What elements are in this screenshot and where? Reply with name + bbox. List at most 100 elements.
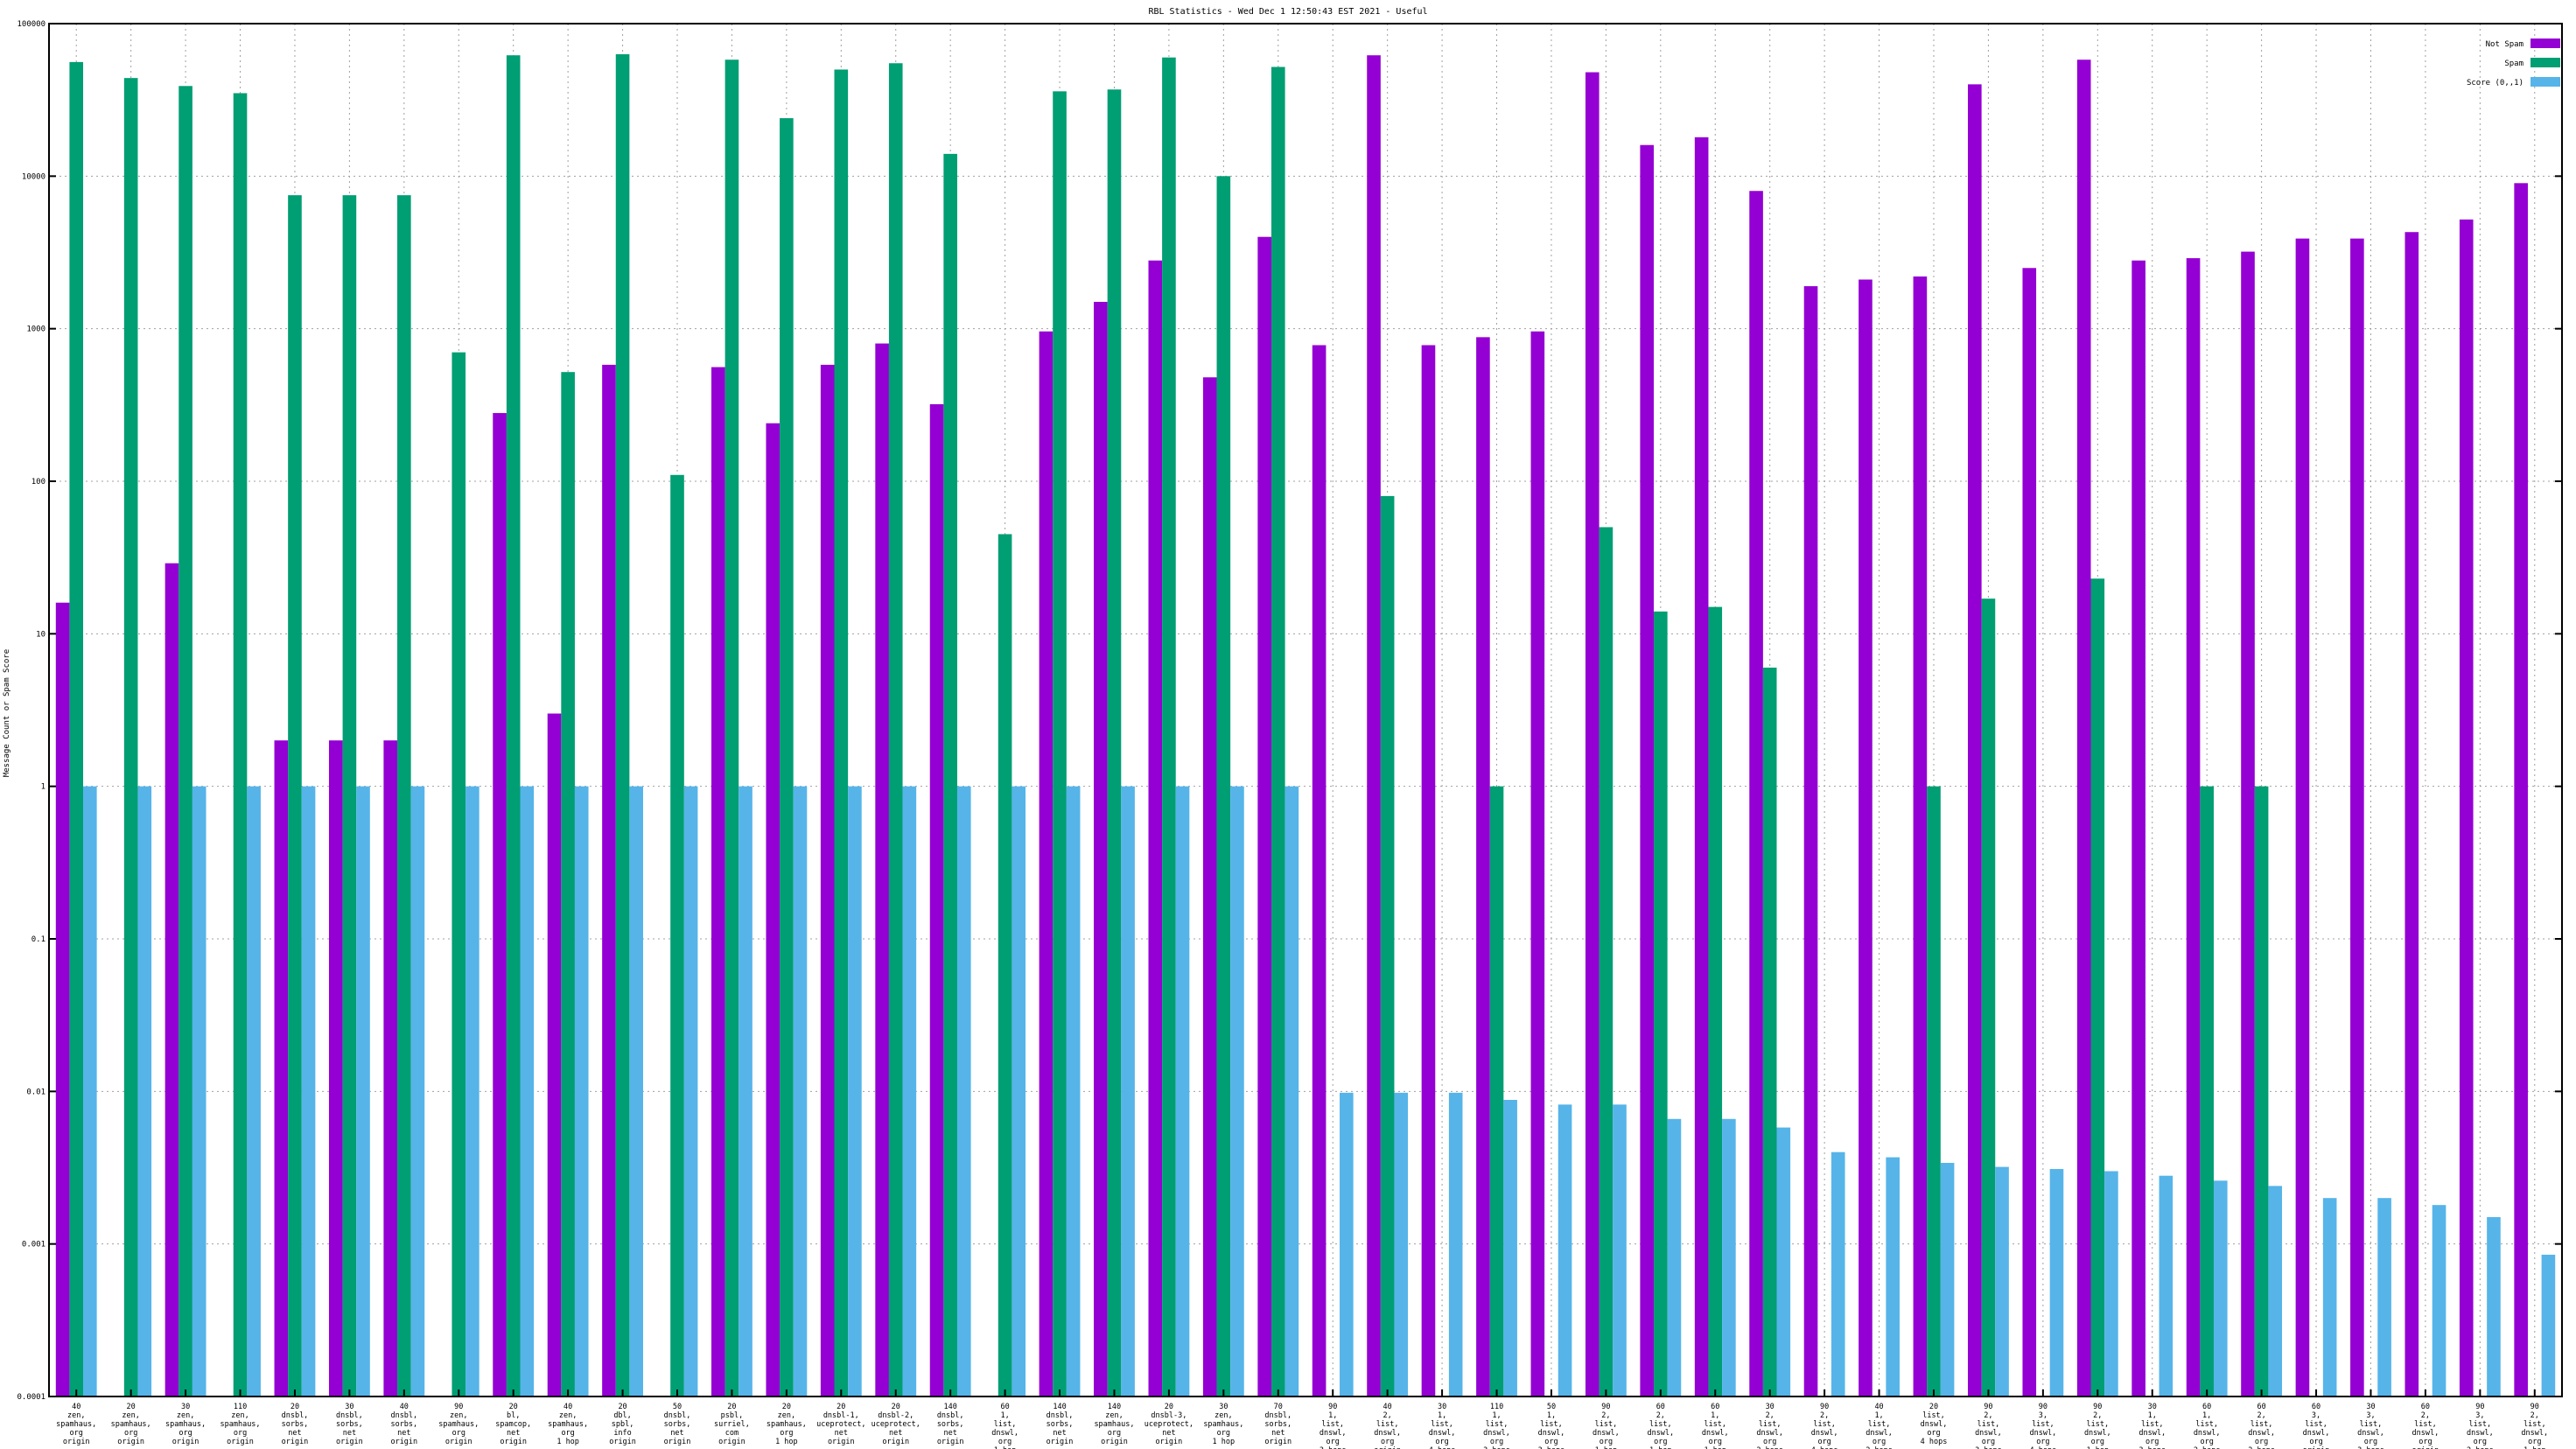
x-tick-label-line: list,	[994, 1420, 1017, 1429]
x-tick-label-line: net	[1053, 1429, 1066, 1438]
x-tick-label: 20 list, dnswl, org 4 hops	[1921, 1403, 1948, 1446]
x-tick-label-line: dnsbl-1,	[823, 1411, 859, 1420]
x-tick-label-line: origin	[1046, 1438, 1074, 1446]
x-tick-label-line: spamcop,	[495, 1420, 531, 1429]
x-tick-label-line: origin	[1374, 1446, 1401, 1449]
bar-not-spam	[1312, 345, 1326, 1397]
bar-not-spam	[274, 740, 289, 1396]
x-tick-label-line: net	[397, 1429, 410, 1438]
x-tick-label-line: dnswl,	[1921, 1420, 1948, 1429]
x-tick-label-line: dnswl,	[1975, 1429, 2002, 1438]
x-tick-label-line: sorbs,	[336, 1420, 363, 1429]
x-tick-label-line: list,	[1595, 1420, 1618, 1429]
x-tick-label-line: 60	[1656, 1403, 1665, 1411]
x-tick-label-line: list,	[1376, 1420, 1399, 1429]
bar-not-spam	[2076, 60, 2091, 1397]
x-tick-label-line: org	[1600, 1438, 1613, 1446]
x-tick-label-line: 60	[1711, 1403, 1719, 1411]
x-tick-label-line: sorbs,	[937, 1420, 964, 1429]
x-tick-label-line: 40	[564, 1403, 572, 1411]
x-tick-label-line: 30	[345, 1403, 354, 1411]
x-tick-label-line: org	[2309, 1438, 2322, 1446]
x-tick-label-line: org	[2091, 1438, 2104, 1446]
x-tick-label-line: org	[234, 1429, 247, 1438]
x-tick-label-line: origin	[2303, 1446, 2330, 1449]
x-tick-label: 40 zen, spamhaus, org 1 hop	[548, 1403, 588, 1446]
legend-label: Spam	[2504, 60, 2524, 68]
x-tick-label: 110 zen, spamhaus, org origin	[220, 1403, 260, 1446]
bar-score	[1012, 786, 1026, 1396]
bar-score	[793, 786, 808, 1396]
x-tick-label-line: 1,	[1328, 1411, 1337, 1420]
bar-score	[1284, 786, 1299, 1396]
bar-spam	[178, 86, 192, 1396]
x-tick-label-line: 90	[2093, 1403, 2102, 1411]
x-tick-label-line: dnsbl-3,	[1151, 1411, 1186, 1420]
axis-layer: 0.0001 0.001 0.01 0.1 1 10 100 1000 10000 100000	[17, 20, 2563, 1402]
bar-score	[301, 786, 316, 1396]
bar-score	[2268, 1186, 2283, 1396]
bar-not-spam	[1858, 279, 1872, 1396]
bar-score	[356, 786, 370, 1396]
bar-not-spam	[1039, 331, 1054, 1396]
x-tick-label-line: 3 hops	[1320, 1446, 1347, 1449]
x-tick-label-line: sorbs,	[1046, 1420, 1074, 1429]
x-tick-label: 140 zen, spamhaus, org origin	[1094, 1403, 1134, 1446]
bar-score	[83, 786, 97, 1396]
x-tick-label-line: dnswl,	[2357, 1429, 2384, 1438]
bar-not-spam	[602, 364, 616, 1396]
x-tick-label-line: org	[2036, 1438, 2049, 1446]
x-tick-label: 20 psbl, surriel, com origin	[714, 1403, 750, 1446]
x-tick-label-line: 4 hops	[1811, 1446, 1838, 1449]
x-tick-label-line: org	[1982, 1438, 1995, 1446]
x-tick-label: 30 zen, spamhaus, org origin	[165, 1403, 206, 1446]
x-tick-label: 20 dnsbl-2, uceprotect, net origin	[872, 1403, 920, 1446]
x-tick-label-line: dnsbl,	[1046, 1411, 1074, 1420]
x-tick-label-line: zen,	[122, 1411, 139, 1420]
x-tick-label-line: 60	[2257, 1403, 2265, 1411]
x-tick-label-line: 20	[618, 1403, 626, 1411]
x-tick-label-line: origin	[390, 1438, 417, 1446]
x-tick-label-line: 70	[1274, 1403, 1283, 1411]
legend-label: Score (0,,1)	[2467, 79, 2524, 88]
x-tick-label-line: 2 hops	[2467, 1446, 2494, 1449]
x-tick-label-line: 3 hops	[1975, 1446, 2002, 1449]
x-tick-label-line: org	[1927, 1429, 1940, 1438]
x-tick-label-line: 20	[290, 1403, 299, 1411]
x-tick-label-line: 1 hop	[1649, 1446, 1672, 1449]
x-tick-label-line: 20	[782, 1403, 791, 1411]
bar-score	[1995, 1166, 2009, 1396]
x-tick-label-line: surriel,	[714, 1420, 750, 1429]
bar-not-spam	[1530, 331, 1545, 1396]
x-tick-label: 20 zen, spamhaus, org 1 hop	[766, 1403, 807, 1446]
bar-spam	[1762, 668, 1777, 1396]
x-tick-label-line: spamhaus,	[111, 1420, 151, 1429]
x-tick-label-line: 1 hop	[2524, 1446, 2546, 1449]
x-tick-label: 20 zen, spamhaus, org origin	[111, 1403, 151, 1446]
x-tick-label-line: 30	[2148, 1403, 2157, 1411]
x-tick-label-line: 30	[2366, 1403, 2375, 1411]
bar-not-spam	[2186, 258, 2201, 1396]
x-tick-label-line: 3,	[2366, 1411, 2375, 1420]
x-tick-label-line: net	[1271, 1429, 1284, 1438]
x-tick-label-line: org	[780, 1429, 793, 1438]
y-axis-label: Message Count or Spam Score	[3, 649, 11, 777]
x-tick-label-line: dnswl,	[1320, 1429, 1347, 1438]
x-tick-label-line: dnswl,	[2194, 1429, 2221, 1438]
x-tick-label: 30 zen, spamhaus, org 1 hop	[1203, 1403, 1243, 1446]
x-tick-label-line: org	[2528, 1438, 2541, 1446]
y-tick-label: 0.0001	[17, 1393, 46, 1402]
x-tick-label-line: 3 hops	[1538, 1446, 1565, 1449]
bar-score	[1394, 1092, 1409, 1396]
x-tick-label-line: origin	[718, 1438, 746, 1446]
x-tick-label-line: 2,	[1820, 1411, 1829, 1420]
x-tick-label-line: origin	[63, 1438, 90, 1446]
x-tick-label-line: org	[1709, 1438, 1722, 1446]
x-tick-label-line: dnswl,	[2521, 1429, 2548, 1438]
x-tick-label: 70 dnsbl, sorbs, net origin	[1264, 1403, 1292, 1446]
x-tick-label-line: 3,	[2039, 1411, 2048, 1420]
bar-spam	[615, 53, 630, 1397]
